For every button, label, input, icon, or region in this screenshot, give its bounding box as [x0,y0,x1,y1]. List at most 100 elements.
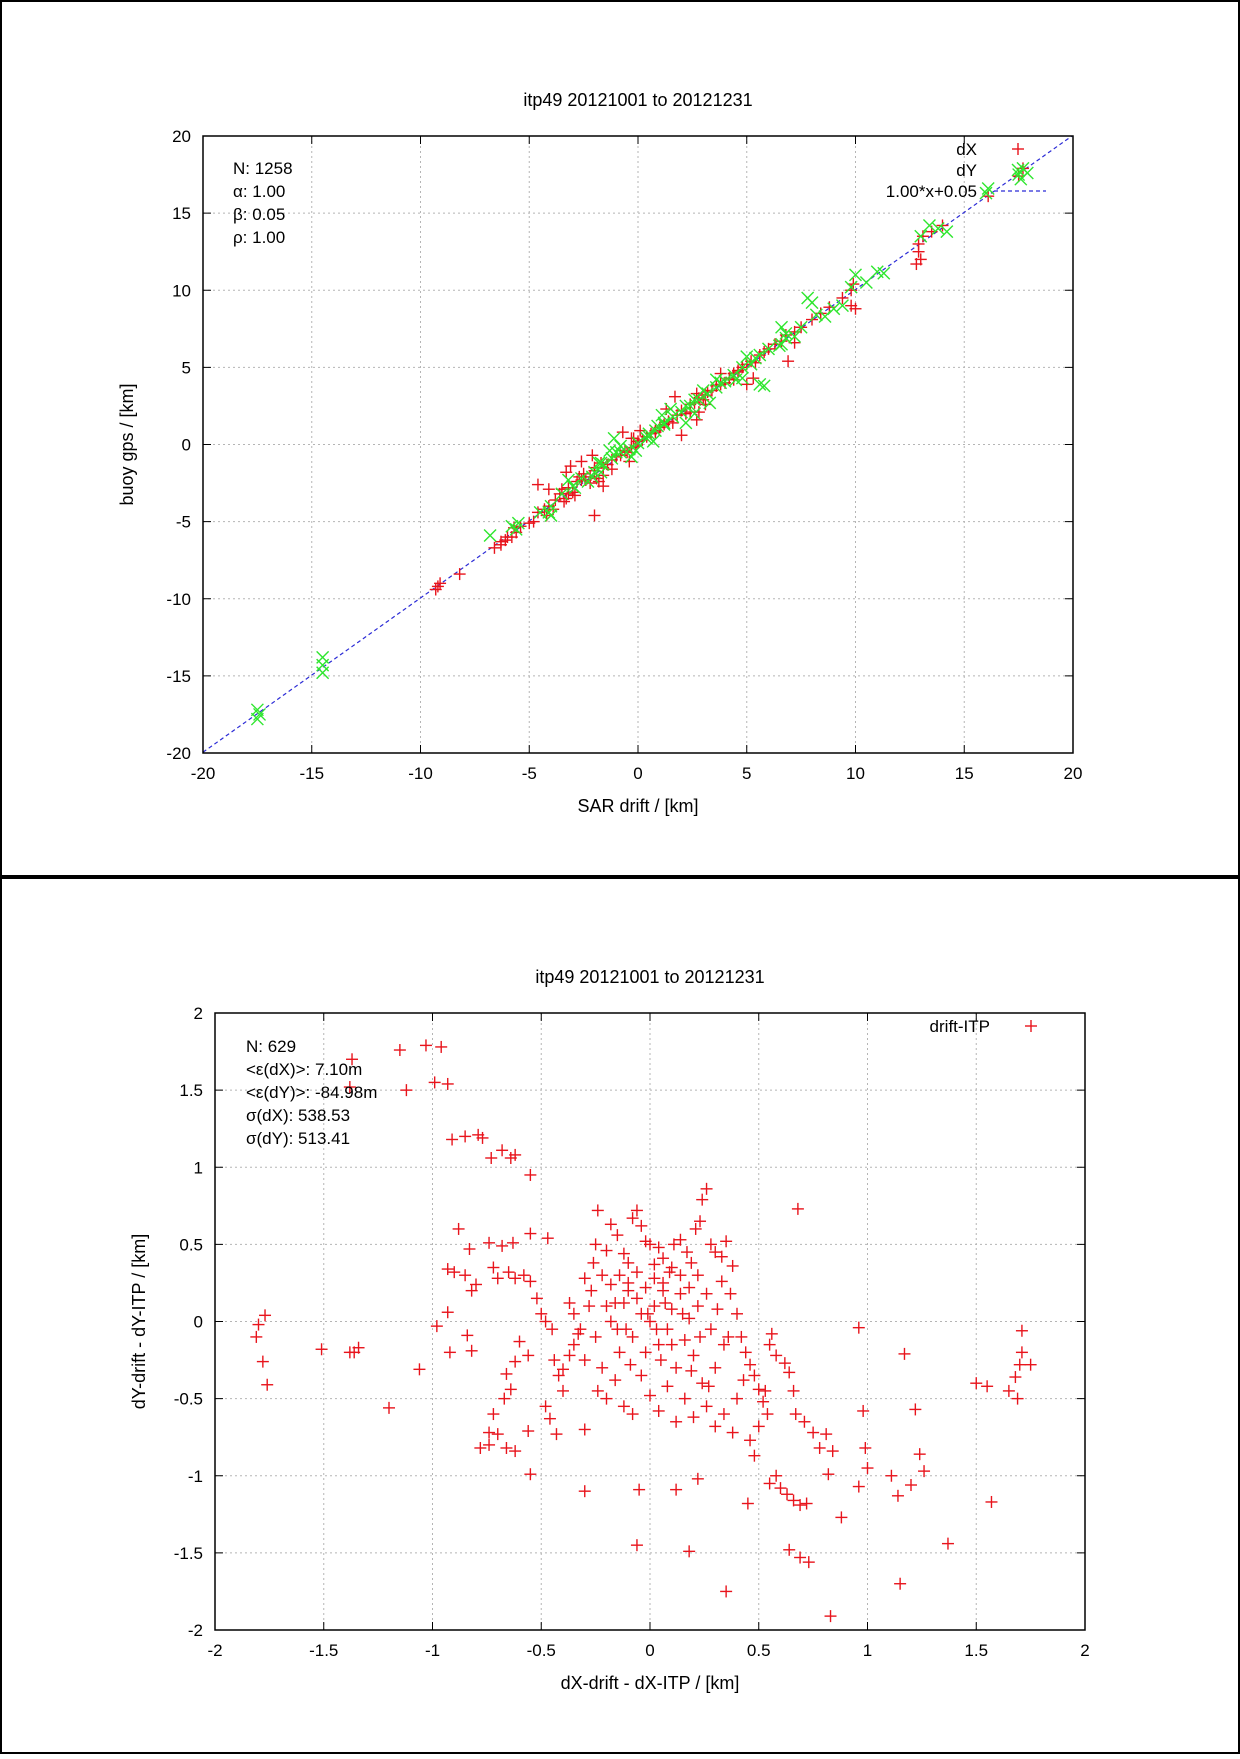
data-point [651,419,665,433]
data-point [527,515,540,528]
data-point [740,378,753,391]
data-point [859,276,873,290]
data-point [717,1408,730,1421]
data-point [898,1347,911,1360]
data-point [704,1238,717,1251]
stats-line: α: 1.00 [233,182,285,201]
data-point [885,1469,898,1482]
data-point [578,1485,591,1498]
data-point [483,1236,496,1249]
data-point [470,1278,482,1291]
data-point [744,1358,757,1371]
data-point [600,1244,613,1257]
data-point [575,455,588,468]
y-tick-label: 0 [182,436,191,455]
data-point [483,1438,496,1451]
data-point [635,1369,648,1382]
data-point [696,1193,709,1206]
data-point [770,1469,783,1482]
data-point [748,351,762,365]
data-point [775,320,789,334]
data-point [722,1330,735,1343]
data-point [567,1307,580,1320]
data-point [752,1420,765,1433]
data-point [511,516,525,530]
data-point [631,436,645,450]
stats-line: β: 0.05 [233,205,285,224]
data-point [448,1266,461,1279]
data-point [849,268,862,282]
data-point [787,1494,800,1507]
data-point [617,1400,630,1413]
data-point [661,1380,674,1393]
data-point [441,1263,454,1276]
data-point [586,449,599,462]
data-point [648,1300,661,1313]
data-point [1015,1346,1028,1359]
data-point [748,1449,761,1462]
data-point [611,1229,624,1242]
data-point [630,1266,643,1279]
data-point [589,1238,602,1251]
data-point [781,1488,794,1501]
data-point [798,1415,811,1428]
data-point [670,1361,683,1374]
data-point [1015,1324,1028,1337]
data-point [674,1269,687,1282]
data-point [835,1511,848,1524]
data-point [524,1275,537,1288]
data-point [802,1556,815,1569]
data-point [509,1148,522,1161]
data-point [782,355,795,368]
data-point [434,577,447,590]
y-tick-label: -2 [188,1621,203,1640]
data-point [644,1389,656,1402]
data-point [609,1296,622,1309]
data-point [474,1441,487,1454]
grid [215,1013,1085,1630]
data-point [483,529,497,543]
data-point [709,1361,722,1374]
data-point [530,1292,543,1305]
data-point [704,1323,717,1336]
data-point [826,1445,839,1458]
data-point [550,1428,563,1441]
data-point [531,506,544,519]
data-point [491,1428,504,1441]
data-point [783,1366,796,1379]
data-point [500,1367,513,1380]
scatter-chart-sar-vs-buoy: -20 -15 -10 -5 0 5 10 15 20 -20 -15 -10 -5 0 5 10 15 20 it… [0,0,1240,877]
data-point [979,186,993,200]
legend-label: dY [956,161,977,180]
data-point [604,1315,617,1328]
data-point [665,1261,678,1274]
data-point [752,1383,765,1396]
data-point [702,1380,715,1393]
data-point [735,360,749,374]
data-point [981,181,995,195]
data-point [630,1292,643,1305]
data-point [763,1338,776,1351]
data-point [741,1497,754,1510]
data-point [488,541,501,554]
y-tick-label: 1 [194,1158,203,1177]
data-point [759,1384,772,1397]
data-point [683,399,697,413]
data-point [428,1076,441,1089]
data-point [650,1323,663,1336]
data-point [709,1420,722,1433]
data-point [487,1408,500,1421]
data-point [912,245,925,258]
legend-label: 1.00*x+0.05 [886,182,977,201]
data-point [715,1250,728,1263]
data-point [891,1489,904,1502]
data-point [692,406,705,419]
x-tick-label: -15 [299,764,324,783]
data-point [539,1315,552,1328]
data-point [589,1330,602,1343]
data-point [604,1218,617,1231]
data-point [668,390,681,403]
y-tick-label: 15 [172,204,191,223]
data-point [791,1202,804,1215]
